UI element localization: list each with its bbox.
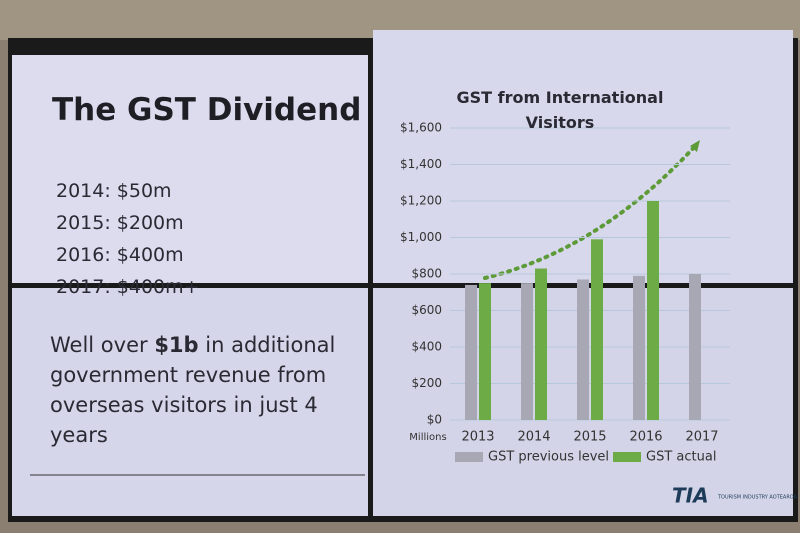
arrow-head (690, 140, 700, 152)
trend-arrow (483, 141, 700, 280)
x-tick-label: 2017 (685, 430, 718, 445)
bar (479, 283, 491, 420)
summary: Well over $1b in additional government r… (50, 330, 350, 450)
y-tick-label: $400 (411, 340, 442, 354)
summary-text: Well over (50, 333, 155, 357)
y-tick-label: $1,600 (400, 121, 442, 135)
x-tick-label: 2016 (629, 430, 662, 445)
y-tick-label: $1,200 (400, 194, 442, 208)
bar (577, 279, 589, 420)
bar (465, 284, 477, 420)
y-tick-label: $0 (427, 413, 442, 427)
screen-panel (12, 288, 368, 516)
y-tick-label: $200 (411, 376, 442, 390)
legend-swatch (455, 452, 483, 462)
bar (521, 283, 533, 420)
summary-text: in additional government revenue from ov… (50, 333, 336, 447)
screen-panel (373, 30, 793, 283)
logo-mark: TIA (672, 484, 709, 508)
y-unit: Millions (409, 432, 446, 443)
bar (689, 274, 701, 420)
screen-panel (12, 55, 368, 283)
amount-line: 2017: $400m+ (56, 276, 200, 298)
x-tick-label: 2014 (517, 430, 550, 445)
legend-swatch (613, 452, 641, 462)
amount-line: 2015: $200m (56, 212, 184, 234)
legend-label: GST previous level (488, 450, 609, 465)
y-tick-label: $800 (411, 267, 442, 281)
chart-title: GST from International Visitors (456, 88, 664, 132)
y-tick-label: $1,000 (400, 230, 442, 244)
bar (633, 275, 645, 420)
bar (591, 239, 603, 420)
amount-line: 2016: $400m (56, 244, 184, 266)
x-tick-label: 2013 (461, 430, 494, 445)
bar (535, 268, 547, 420)
y-tick-label: $600 (411, 303, 442, 317)
legend-label: GST actual (646, 450, 716, 465)
bar (647, 201, 659, 420)
x-tick-label: 2015 (573, 430, 606, 445)
y-tick-label: $1,400 (400, 157, 442, 171)
amount-line: 2014: $50m (56, 180, 172, 202)
logo-text: TOURISM INDUSTRY AOTEAROA (717, 495, 798, 501)
summary-bold: $1b (154, 333, 199, 357)
slide-title: The GST Dividend (52, 92, 362, 128)
